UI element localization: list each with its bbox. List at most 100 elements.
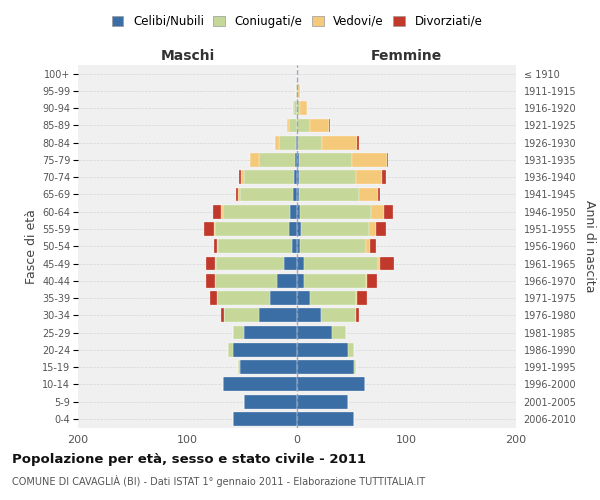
Bar xyxy=(304,256,378,270)
Bar xyxy=(297,343,349,356)
Bar xyxy=(295,153,297,167)
Bar xyxy=(357,136,359,149)
Bar xyxy=(221,205,223,218)
Bar xyxy=(215,274,277,287)
Bar xyxy=(300,205,371,218)
Bar xyxy=(287,118,289,132)
Bar xyxy=(356,170,382,184)
Bar xyxy=(233,412,297,426)
Bar xyxy=(297,84,298,98)
Bar xyxy=(310,291,356,305)
Text: COMUNE DI CAVAGLIÀ (BI) - Dati ISTAT 1° gennaio 2011 - Elaborazione TUTTITALIA.I: COMUNE DI CAVAGLIÀ (BI) - Dati ISTAT 1° … xyxy=(12,475,425,487)
Bar xyxy=(217,291,269,305)
Bar xyxy=(297,101,300,115)
Bar xyxy=(238,188,240,202)
Bar xyxy=(300,240,366,253)
Bar xyxy=(293,101,294,115)
Bar xyxy=(356,291,357,305)
Bar xyxy=(356,308,359,322)
Bar xyxy=(223,205,290,218)
Bar xyxy=(297,222,301,236)
Bar xyxy=(241,170,244,184)
Bar xyxy=(297,412,354,426)
Bar xyxy=(290,205,297,218)
Bar xyxy=(240,188,293,202)
Bar xyxy=(218,240,292,253)
Bar xyxy=(383,205,394,218)
Bar xyxy=(299,188,359,202)
Bar xyxy=(298,84,300,98)
Text: Popolazione per età, sesso e stato civile - 2011: Popolazione per età, sesso e stato civil… xyxy=(12,452,366,466)
Bar xyxy=(244,326,297,340)
Bar xyxy=(297,326,332,340)
Bar xyxy=(240,360,297,374)
Bar xyxy=(224,308,259,322)
Bar xyxy=(378,188,380,202)
Bar xyxy=(297,205,300,218)
Bar xyxy=(294,170,297,184)
Bar xyxy=(250,153,259,167)
Bar xyxy=(259,308,297,322)
Bar xyxy=(214,240,217,253)
Bar xyxy=(370,240,376,253)
Bar xyxy=(296,84,297,98)
Bar xyxy=(259,153,295,167)
Bar xyxy=(244,170,294,184)
Bar xyxy=(300,101,307,115)
Bar xyxy=(206,256,215,270)
Bar xyxy=(310,118,329,132)
Bar xyxy=(239,170,241,184)
Bar xyxy=(329,118,330,132)
Bar xyxy=(293,188,297,202)
Y-axis label: Fasce di età: Fasce di età xyxy=(25,209,38,284)
Bar xyxy=(380,256,394,270)
Bar xyxy=(332,326,346,340)
Bar xyxy=(206,274,215,287)
Bar xyxy=(233,326,244,340)
Bar xyxy=(366,240,370,253)
Bar xyxy=(297,308,321,322)
Bar xyxy=(211,291,217,305)
Text: Maschi: Maschi xyxy=(160,50,215,64)
Bar xyxy=(366,274,367,287)
Bar xyxy=(387,153,388,167)
Bar xyxy=(289,222,297,236)
Bar xyxy=(297,240,300,253)
Bar xyxy=(359,188,378,202)
Legend: Celibi/Nubili, Coniugati/e, Vedovi/e, Divorziati/e: Celibi/Nubili, Coniugati/e, Vedovi/e, Di… xyxy=(112,14,482,28)
Bar xyxy=(369,222,376,236)
Bar xyxy=(294,101,297,115)
Bar xyxy=(297,188,299,202)
Bar xyxy=(297,136,298,149)
Bar xyxy=(221,308,224,322)
Bar xyxy=(354,360,356,374)
Bar xyxy=(297,360,354,374)
Bar xyxy=(367,274,377,287)
Bar xyxy=(297,394,349,408)
Bar xyxy=(233,343,297,356)
Bar xyxy=(228,343,233,356)
Bar xyxy=(215,256,216,270)
Bar xyxy=(216,256,284,270)
Bar xyxy=(299,170,356,184)
Bar xyxy=(212,205,221,218)
Bar xyxy=(280,136,296,149)
Bar xyxy=(299,153,352,167)
Bar xyxy=(296,136,297,149)
Bar xyxy=(204,222,214,236)
Bar xyxy=(244,394,297,408)
Bar xyxy=(357,291,367,305)
Bar xyxy=(292,240,297,253)
Text: Femmine: Femmine xyxy=(371,50,442,64)
Bar xyxy=(322,136,357,149)
Y-axis label: Anni di nascita: Anni di nascita xyxy=(583,200,596,292)
Bar xyxy=(289,118,297,132)
Bar xyxy=(297,378,365,391)
Bar xyxy=(217,240,218,253)
Bar xyxy=(215,222,289,236)
Bar xyxy=(297,153,299,167)
Bar xyxy=(304,274,366,287)
Bar xyxy=(352,153,387,167)
Bar xyxy=(284,256,297,270)
Bar xyxy=(349,343,354,356)
